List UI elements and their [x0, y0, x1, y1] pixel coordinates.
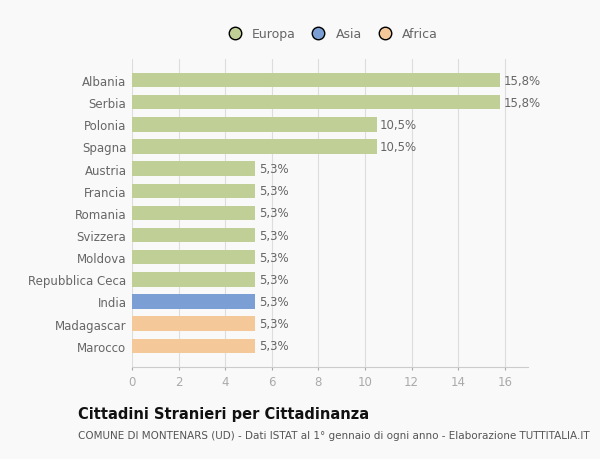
Bar: [132, 317, 256, 331]
Legend: Europa, Asia, Africa: Europa, Asia, Africa: [217, 23, 443, 46]
Bar: [132, 295, 256, 309]
Text: 5,3%: 5,3%: [259, 207, 289, 220]
Text: 5,3%: 5,3%: [259, 295, 289, 308]
Text: 15,8%: 15,8%: [503, 96, 541, 109]
Bar: [132, 206, 256, 221]
Text: 5,3%: 5,3%: [259, 251, 289, 264]
Bar: [132, 162, 256, 176]
Text: 5,3%: 5,3%: [259, 229, 289, 242]
Bar: [132, 140, 377, 154]
Text: 5,3%: 5,3%: [259, 273, 289, 286]
Text: Cittadini Stranieri per Cittadinanza: Cittadini Stranieri per Cittadinanza: [78, 406, 369, 421]
Bar: [132, 184, 256, 198]
Text: COMUNE DI MONTENARS (UD) - Dati ISTAT al 1° gennaio di ogni anno - Elaborazione : COMUNE DI MONTENARS (UD) - Dati ISTAT al…: [78, 431, 590, 441]
Bar: [132, 118, 377, 132]
Text: 10,5%: 10,5%: [380, 140, 417, 154]
Text: 5,3%: 5,3%: [259, 318, 289, 330]
Bar: [132, 96, 500, 110]
Bar: [132, 339, 256, 353]
Text: 10,5%: 10,5%: [380, 118, 417, 132]
Text: 15,8%: 15,8%: [503, 74, 541, 87]
Bar: [132, 251, 256, 265]
Text: 5,3%: 5,3%: [259, 185, 289, 198]
Bar: [132, 273, 256, 287]
Bar: [132, 73, 500, 88]
Bar: [132, 229, 256, 243]
Text: 5,3%: 5,3%: [259, 163, 289, 176]
Text: 5,3%: 5,3%: [259, 340, 289, 353]
